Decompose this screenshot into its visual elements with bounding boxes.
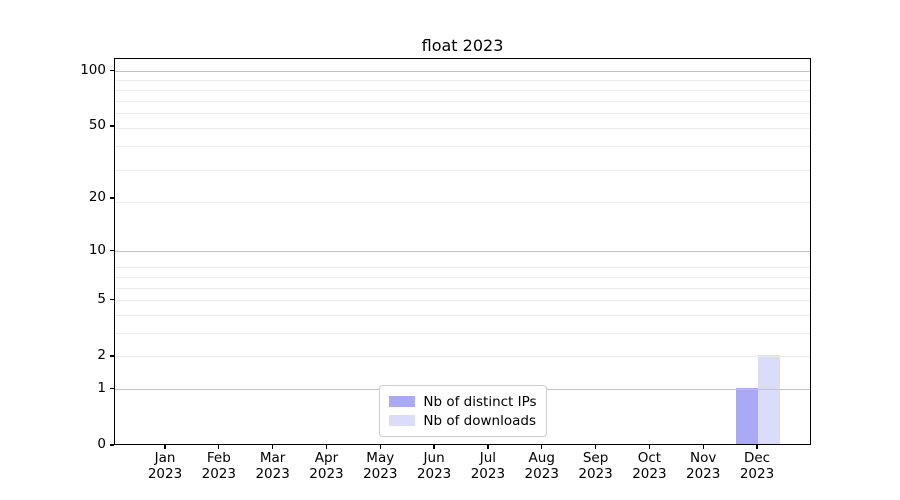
x-tick-label: Aug 2023 — [512, 450, 572, 482]
x-tick-mark — [648, 445, 651, 449]
x-tick-label: Jun 2023 — [404, 450, 464, 482]
legend-row: Nb of distinct IPs — [388, 392, 537, 411]
y-tick-mark — [110, 197, 114, 199]
x-tick-mark — [325, 445, 328, 449]
x-tick-mark — [487, 445, 489, 449]
gridline-minor — [115, 90, 810, 92]
y-tick-label: 2 — [97, 347, 106, 364]
gridline-minor — [115, 202, 810, 204]
gridline-minor — [115, 169, 810, 171]
x-tick-year: 2023 — [632, 466, 667, 482]
gridline-minor — [115, 314, 810, 316]
y-tick-mark — [110, 125, 114, 127]
gridline-minor — [115, 128, 810, 130]
x-tick-label: May 2023 — [350, 450, 410, 482]
x-tick-month: Dec — [743, 450, 771, 466]
plot-area: Nb of distinct IPs Nb of downloads — [114, 58, 811, 445]
y-tick-mark — [110, 388, 114, 390]
x-tick-month: Mar — [259, 450, 286, 466]
y-tick-label: 1 — [97, 380, 106, 397]
y-tick-mark — [110, 444, 114, 446]
x-tick-month: Jan — [154, 450, 176, 466]
legend-row: Nb of downloads — [388, 411, 536, 430]
gridline-major — [115, 71, 810, 73]
x-tick-month: Jul — [479, 450, 497, 466]
x-tick-mark — [594, 445, 597, 449]
x-tick-mark — [756, 445, 758, 449]
legend-swatch — [388, 396, 415, 407]
x-tick-label: Mar 2023 — [243, 450, 303, 482]
x-tick-month: Apr — [314, 450, 339, 466]
x-tick-year: 2023 — [147, 466, 183, 482]
x-tick-year: 2023 — [739, 466, 775, 482]
x-tick-label: Dec 2023 — [727, 450, 787, 482]
gridline-minor — [115, 300, 810, 302]
x-tick-mark — [164, 445, 166, 449]
y-tick-label: 0 — [97, 436, 106, 453]
x-tick-mark — [271, 445, 274, 449]
gridline-minor — [115, 267, 810, 269]
x-tick-year: 2023 — [686, 466, 721, 482]
chart-title: float 2023 — [421, 36, 504, 55]
y-tick-mark — [110, 69, 114, 72]
x-tick-year: 2023 — [578, 466, 613, 482]
x-tick-label: Jul 2023 — [458, 450, 518, 482]
gridline-minor — [115, 276, 810, 278]
y-tick-label: 20 — [88, 189, 106, 206]
x-tick-label: Nov 2023 — [673, 450, 733, 482]
legend-label: Nb of distinct IPs — [423, 393, 537, 410]
x-tick-month: Nov — [690, 450, 717, 466]
gridline-minor — [115, 80, 810, 82]
x-tick-month: Aug — [528, 450, 555, 466]
x-tick-mark — [702, 445, 704, 449]
gridline-minor — [115, 100, 810, 102]
x-tick-mark — [433, 445, 435, 449]
y-tick-label: 10 — [88, 241, 106, 258]
y-tick-mark — [110, 249, 114, 252]
x-tick-mark — [379, 445, 381, 449]
gridline-minor — [115, 356, 810, 358]
x-tick-month: Oct — [637, 450, 662, 466]
x-tick-year: 2023 — [255, 466, 290, 482]
y-tick-label: 5 — [97, 290, 106, 307]
gridline-minor — [115, 146, 810, 148]
x-tick-year: 2023 — [201, 466, 236, 482]
y-tick-label: 100 — [80, 61, 106, 78]
y-tick-mark — [110, 355, 114, 357]
gridline-major — [115, 250, 810, 252]
x-tick-label: Feb 2023 — [189, 450, 249, 482]
x-tick-label: Sep 2023 — [566, 450, 626, 482]
y-tick-mark — [110, 299, 114, 301]
x-tick-year: 2023 — [470, 466, 506, 482]
x-tick-year: 2023 — [309, 466, 344, 482]
gridline-minor — [115, 333, 810, 335]
x-tick-mark — [218, 445, 220, 449]
bar-distinct-ips — [736, 387, 759, 444]
x-tick-year: 2023 — [363, 466, 398, 482]
x-tick-label: Apr 2023 — [296, 450, 356, 482]
x-tick-year: 2023 — [416, 466, 452, 482]
gridline-minor — [115, 287, 810, 289]
legend: Nb of distinct IPs Nb of downloads — [378, 385, 547, 437]
legend-label: Nb of downloads — [423, 412, 536, 429]
x-tick-month: Sep — [582, 450, 609, 466]
x-tick-month: May — [366, 450, 395, 466]
x-tick-mark — [541, 445, 543, 449]
x-tick-label: Oct 2023 — [619, 450, 679, 482]
legend-swatch — [388, 415, 415, 426]
x-tick-year: 2023 — [524, 466, 559, 482]
y-tick-label: 50 — [88, 117, 106, 134]
gridline-minor — [115, 113, 810, 115]
legend-rows: Nb of distinct IPs Nb of downloads — [388, 392, 537, 430]
x-tick-label: Jan 2023 — [135, 450, 195, 482]
x-tick-month: Feb — [206, 450, 231, 466]
bar-downloads — [758, 354, 781, 444]
x-tick-month: Jun — [423, 450, 445, 466]
